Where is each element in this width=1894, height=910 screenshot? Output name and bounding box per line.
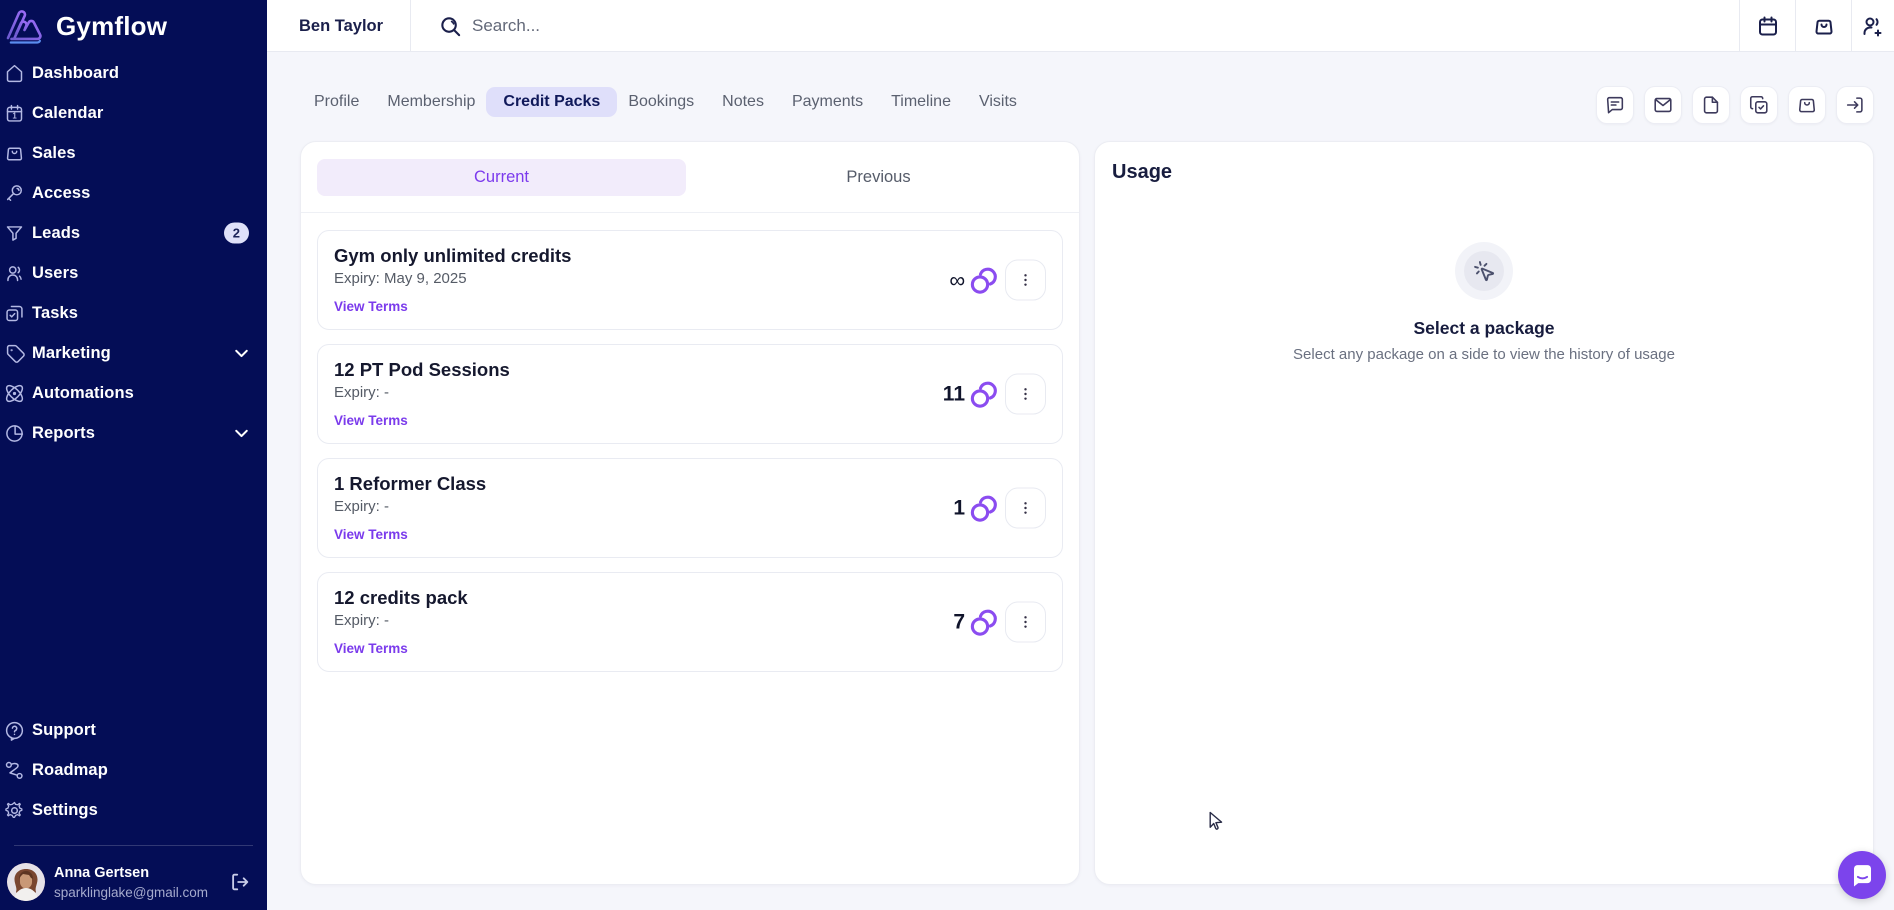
svg-text:1: 1	[12, 111, 17, 120]
